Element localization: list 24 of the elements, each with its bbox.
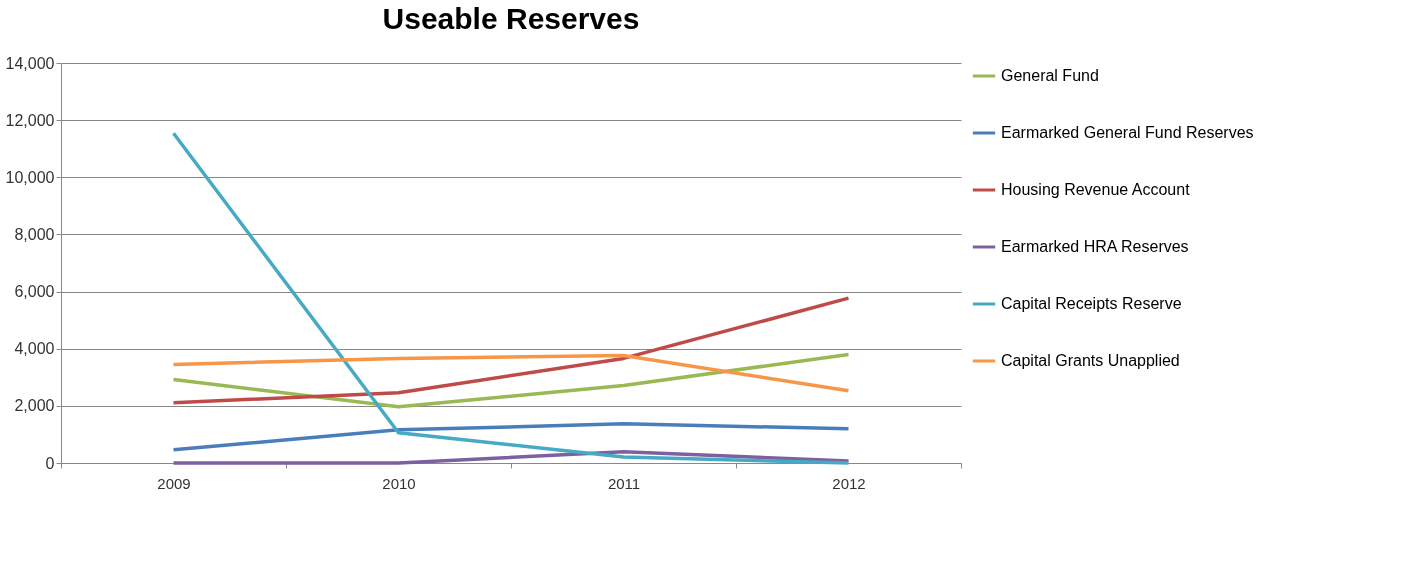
legend-label: Capital Grants Unapplied	[1001, 352, 1180, 369]
line-series	[171, 296, 851, 405]
y-tick-label: 4,000	[14, 340, 55, 358]
legend-label: Housing Revenue Account	[1001, 181, 1191, 198]
y-tick-label: 10,000	[5, 168, 55, 186]
y-tick-label: 14,000	[5, 54, 55, 72]
legend-label: Earmarked General Fund Reserves	[1001, 124, 1254, 141]
y-tick-label: 0	[45, 454, 55, 472]
legend-label: Capital Receipts Reserve	[1001, 295, 1182, 312]
line-series	[171, 352, 851, 409]
line-series	[171, 422, 851, 452]
line-series	[171, 131, 851, 465]
y-tick-label: 12,000	[5, 111, 55, 129]
y-tick-label: 8,000	[14, 225, 55, 243]
y-tick-label: 6,000	[14, 283, 55, 301]
x-tick-label: 2009	[157, 474, 191, 492]
y-tick-label: 2,000	[14, 397, 55, 415]
legend-label: General Fund	[1001, 67, 1099, 84]
x-tick-label: 2011	[607, 474, 641, 492]
chart-title: Useable Reserves	[382, 2, 640, 35]
line-series	[171, 353, 851, 393]
x-tick-label: 2012	[832, 474, 866, 492]
legend-label: Earmarked HRA Reserves	[1001, 238, 1189, 255]
x-tick-label: 2010	[382, 474, 416, 492]
